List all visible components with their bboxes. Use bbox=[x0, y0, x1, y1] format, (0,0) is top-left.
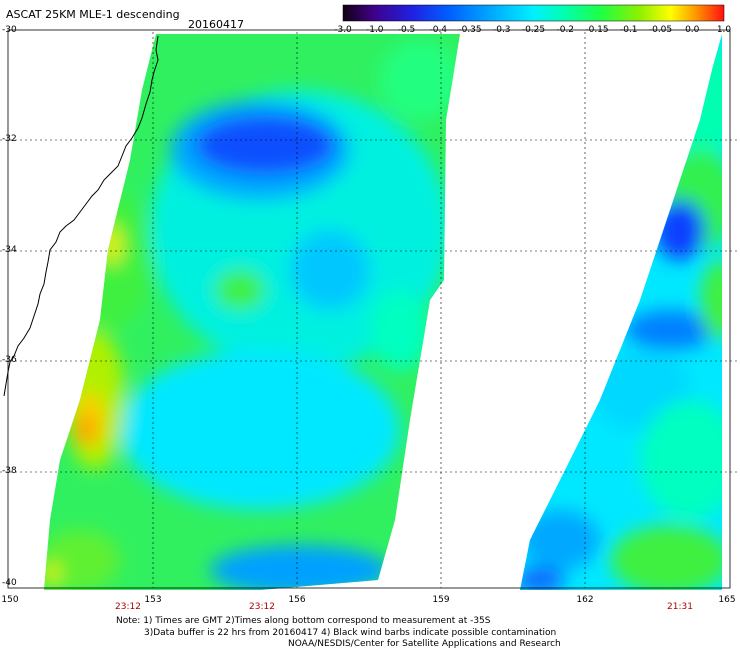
lat-label: -40 bbox=[2, 578, 17, 588]
graticule bbox=[0, 32, 740, 588]
lon-label: 153 bbox=[144, 595, 162, 605]
chart-title: ASCAT 25KM MLE-1 descending bbox=[6, 8, 180, 21]
lon-label: 159 bbox=[432, 595, 450, 605]
colorbar bbox=[342, 4, 725, 22]
lon-label: 162 bbox=[576, 595, 594, 605]
time-label: 21:31 bbox=[667, 602, 693, 612]
time-label: 23:12 bbox=[115, 602, 141, 612]
footer-note-2: 3)Data buffer is 22 hrs from 20160417 4)… bbox=[144, 628, 557, 638]
lon-label: 156 bbox=[288, 595, 306, 605]
lon-label: 165 bbox=[718, 595, 736, 605]
swath-east bbox=[520, 34, 722, 590]
footer-note-1: Note: 1) Times are GMT 2)Times along bot… bbox=[116, 616, 491, 626]
lat-label: -32 bbox=[2, 134, 17, 144]
lat-label: -38 bbox=[2, 466, 17, 476]
lat-label: -30 bbox=[2, 25, 17, 35]
colorbar-gradient bbox=[342, 4, 725, 22]
lat-label: -34 bbox=[2, 245, 17, 255]
footer-credit: NOAA/NESDIS/Center for Satellite Applica… bbox=[288, 639, 561, 649]
coastline bbox=[3, 35, 159, 397]
lon-label: 150 bbox=[1, 595, 19, 605]
chart-date: 20160417 bbox=[188, 18, 244, 31]
lat-label: -36 bbox=[2, 355, 17, 365]
time-label: 23:12 bbox=[249, 602, 275, 612]
map-frame bbox=[7, 29, 731, 589]
swath-west bbox=[44, 34, 460, 590]
